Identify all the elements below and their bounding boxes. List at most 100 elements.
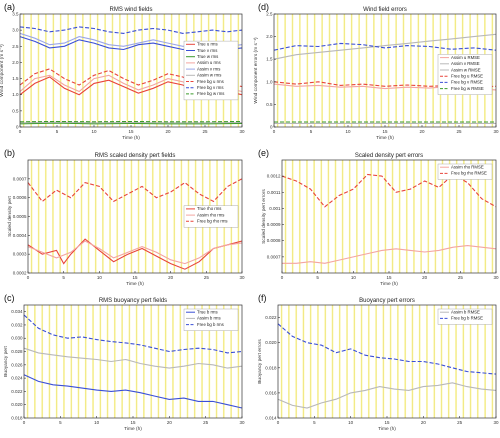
series-line [23,374,243,409]
x-tick-label: 25 [203,420,209,425]
series-line [19,26,243,34]
y-tick-label: 0.018 [11,416,23,421]
y-tick-label: 0.014 [265,416,277,421]
y-axis-label: Scaled density pert errors [261,189,267,244]
x-axis-label: Time (h) [380,281,398,287]
x-tick-label: 0 [23,420,26,425]
legend-entry: Assim rho RMSE [451,165,484,170]
x-tick-label: 15 [386,275,392,280]
series-line [273,81,497,88]
panel-d: 0 5 10 15 20 25 30 0 0.5 1.0 1.5 2.0 2.5 Wind field e… [253,2,499,141]
x-tick-label: 25 [202,129,208,134]
panel-b: 0 5 10 15 20 25 30 0.0002 0.0003 0.0004 0.0005 0.00… [4,148,245,287]
x-tick-label: 0 [19,129,22,134]
y-tick-label: 0.034 [11,309,23,314]
y-tick-label: 0.0005 [13,214,27,219]
panel-label: (a) [4,2,15,12]
x-tick-label: 10 [345,129,351,134]
y-tick-label: 2.0 [266,34,273,39]
y-tick-label: 0.0006 [13,195,27,200]
y-tick-label: 0.0012 [267,174,281,179]
chart-title: Buoyancy pert errors [359,298,415,304]
y-tick-label: 0.0002 [13,271,27,276]
legend-entry: Free bg u rms [197,79,224,84]
x-tick-label: 0 [281,275,284,280]
y-tick-label: 0.0011 [267,190,281,195]
legend-entry: True rho rms [197,206,221,211]
series-line [273,42,497,51]
x-tick-label: 5 [310,129,313,134]
y-tick-label: 2.5 [12,44,19,49]
legend-entry: True v rms [197,48,217,53]
x-tick-label: 30 [493,275,499,280]
x-tick-label: 0 [277,420,280,425]
x-tick-label: 5 [313,420,316,425]
legend-entry: Free bg b RMSE [451,316,483,321]
x-tick-label: 15 [384,420,390,425]
legend-entry: Assim v rms [197,66,220,71]
x-tick-label: 10 [351,275,357,280]
legend-entry: Free bg v RMSE [451,80,483,85]
y-axis-label: Buoyancy pert [3,346,9,377]
x-tick-label: 5 [59,420,62,425]
panel-a: 0 5 10 15 20 25 30 0 0.5 1.0 1.5 2.0 2.5 3.0 3.5 RMS wi… [0,2,245,141]
legend-entry: Assim b RMSE [451,310,480,315]
x-axis-label: Time (h) [126,281,144,287]
x-tick-label: 15 [132,275,138,280]
panel-label: (d) [258,2,269,12]
x-tick-label: 0 [27,275,30,280]
legend-entry: True b rms [197,310,218,315]
x-tick-label: 25 [457,420,463,425]
y-tick-label: 0.001 [269,206,281,211]
series-line [19,121,243,124]
chart-title: RMS wind fields [109,7,152,13]
legend-entry: Free bg u RMSE [451,74,483,79]
y-tick-label: 0.0007 [267,254,281,259]
y-tick-label: 0.022 [11,389,23,394]
legend-entry: Free bg w RMSE [451,86,484,91]
panel-label: (c) [4,293,15,303]
legend-entry: Assim w RMSE [451,67,481,72]
chart-title: RMS scaled density pert fields [95,153,176,159]
legend-box [437,54,493,95]
y-tick-label: 0.022 [265,315,277,320]
x-axis-label: Time (h) [378,426,396,432]
panel-label: (b) [4,148,15,158]
series-line [27,240,243,265]
panel-f: 0 5 10 15 20 25 30 0.014 0.016 0.018 0.020 0.022 Buo… [257,293,499,432]
y-tick-label: 0.0008 [267,238,281,243]
panel-c: 0 5 10 15 20 25 30 0.018 0.020 0.022 0.024 0.026 0.0… [3,293,245,432]
legend-box [183,205,239,228]
chart-title: Wind field errors [363,7,407,13]
y-tick-label: 0.5 [12,108,19,113]
y-tick-label: 0.020 [11,402,23,407]
y-tick-label: 0.020 [265,340,277,345]
x-tick-label: 20 [419,129,425,134]
series-line [273,33,497,60]
x-tick-label: 25 [456,129,462,134]
x-tick-label: 5 [62,275,65,280]
y-tick-label: 0 [16,125,19,130]
series-line [277,323,497,375]
y-tick-label: 0.032 [11,322,23,327]
x-tick-label: 10 [348,420,354,425]
legend-box [437,308,493,325]
y-tick-label: 0.0009 [267,222,281,227]
legend-entry: Assim v RMSE [451,61,480,66]
y-tick-label: 0.030 [11,336,23,341]
series-line [27,238,243,270]
x-tick-label: 20 [167,420,173,425]
x-tick-label: 30 [239,420,245,425]
series-line [282,245,497,264]
y-tick-label: 3.0 [12,28,19,33]
legend-entry: Assim rho rms [197,212,224,217]
y-tick-label: 1.0 [266,79,273,84]
legend-box [183,308,239,331]
y-tick-label: 0.018 [265,365,277,370]
legend-entry: Free bg b rms [197,322,224,327]
x-tick-label: 15 [130,420,136,425]
